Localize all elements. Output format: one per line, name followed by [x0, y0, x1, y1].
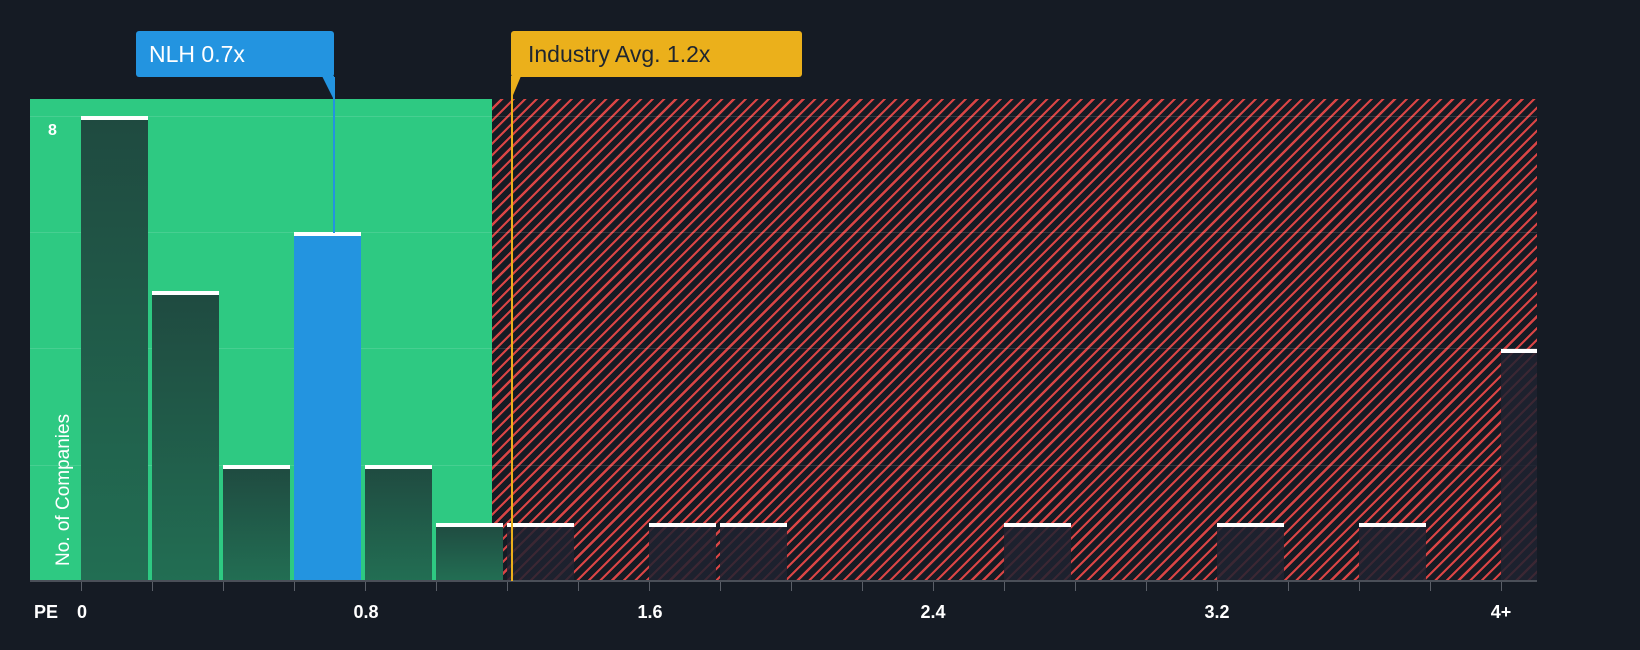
x-axis-tick — [365, 582, 366, 591]
x-tick-label-0.8: 0.8 — [353, 602, 379, 622]
x-axis-tick — [1075, 582, 1076, 591]
company-callout-pointer — [322, 76, 334, 100]
histogram-bar — [223, 464, 290, 581]
histogram-bar — [649, 522, 716, 581]
x-tick-label-3.2: 3.2 — [1204, 602, 1230, 622]
histogram-bar — [436, 522, 503, 581]
bar-cap — [223, 464, 290, 469]
histogram-bar — [365, 464, 432, 581]
histogram-bar — [720, 522, 787, 581]
gridline-8 — [30, 116, 1537, 117]
bar-cap — [649, 522, 716, 527]
x-axis-tick — [507, 582, 508, 591]
x-axis-tick — [720, 582, 721, 591]
histogram-bar — [1217, 522, 1284, 581]
x-axis-tick — [1288, 582, 1289, 591]
industry-avg-marker-line — [511, 77, 513, 581]
bar-cap — [1359, 522, 1426, 527]
x-axis-tick — [223, 582, 224, 591]
histogram-bar — [1004, 522, 1071, 581]
bar-cap — [436, 522, 503, 527]
overvalued-zone — [492, 99, 1537, 581]
x-axis-tick — [1501, 582, 1502, 591]
bar-cap — [507, 522, 574, 527]
bar-cap — [81, 116, 148, 121]
x-axis-tick — [294, 582, 295, 591]
x-axis-tick — [1430, 582, 1431, 591]
x-tick-label-1.6: 1.6 — [637, 602, 663, 622]
histogram-bar — [507, 522, 574, 581]
x-axis-tick — [1217, 582, 1218, 591]
bar-cap — [365, 464, 432, 469]
x-axis-tick — [1359, 582, 1360, 591]
x-axis-tick — [436, 582, 437, 591]
bar-cap — [294, 232, 361, 237]
x-axis-tick — [933, 582, 934, 591]
industry-avg-callout: Industry Avg. 1.2x — [511, 31, 802, 77]
x-tick-label-2.4: 2.4 — [920, 602, 946, 622]
x-axis-line — [30, 580, 1537, 582]
x-axis-tick — [578, 582, 579, 591]
x-axis-prefix: PE — [34, 602, 59, 622]
industry-callout-pointer — [511, 76, 521, 100]
bar-cap — [152, 290, 219, 295]
histogram-bar — [1359, 522, 1426, 581]
company-pe-callout: NLH 0.7x — [136, 31, 334, 77]
histogram-bar — [1501, 348, 1537, 581]
x-axis-tick — [152, 582, 153, 591]
gridline-4 — [30, 348, 1537, 349]
x-tick-label-4plus: 4+ — [1490, 602, 1512, 622]
x-tick-label-0: 0 — [76, 602, 88, 622]
bar-cap — [1501, 348, 1537, 353]
x-axis-tick — [81, 582, 82, 591]
x-axis-tick — [649, 582, 650, 591]
company-marker-line — [333, 77, 335, 233]
bar-cap — [1217, 522, 1284, 527]
gridline-2 — [30, 465, 1537, 466]
histogram-bar — [294, 232, 361, 581]
x-axis-tick — [1004, 582, 1005, 591]
x-axis-tick — [1146, 582, 1147, 591]
x-axis-tick — [862, 582, 863, 591]
bar-cap — [1004, 522, 1071, 527]
y-tick-label-8: 8 — [48, 122, 57, 139]
histogram-plot-area — [30, 99, 1537, 581]
gridline-6 — [30, 232, 1537, 233]
y-axis-title: No. of Companies — [53, 413, 74, 566]
histogram-bar — [81, 116, 148, 581]
bar-cap — [720, 522, 787, 527]
x-axis-tick — [791, 582, 792, 591]
histogram-bar — [152, 290, 219, 581]
